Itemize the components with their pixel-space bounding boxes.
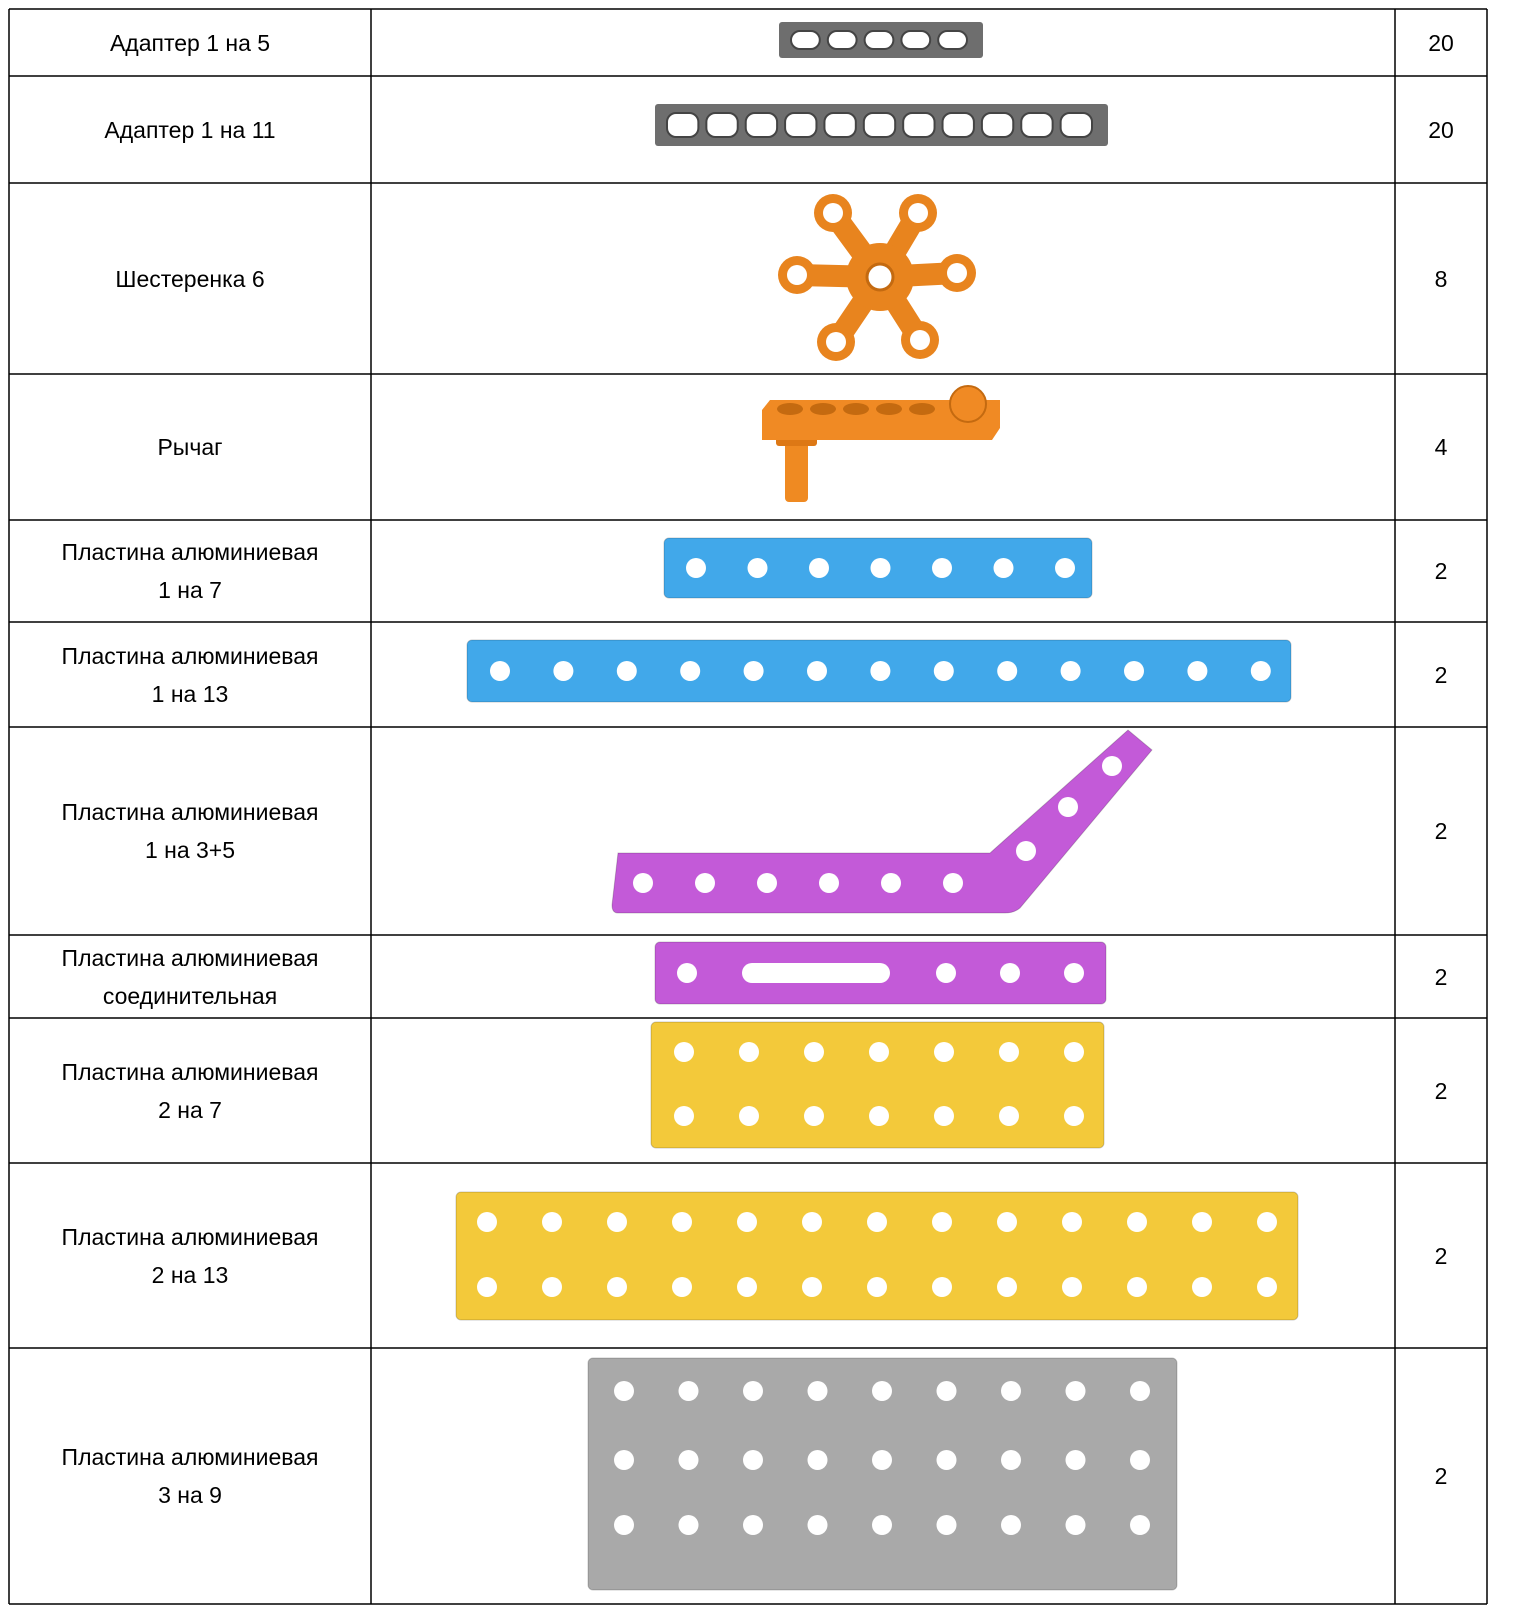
- quantity: 20: [1428, 29, 1454, 56]
- name-line: 1 на 3+5: [144, 837, 236, 863]
- name-line: Рычаг: [157, 434, 223, 460]
- part-name: Рычаг: [9, 374, 371, 520]
- name-line: Адаптер 1 на 5: [109, 29, 271, 56]
- quantity: 20: [1428, 116, 1454, 143]
- quantity: 2: [1434, 558, 1448, 584]
- part-name: Пластина алюминиевая 3 на 9: [9, 1348, 371, 1604]
- part-name: Пластина алюминиевая 2 на 13: [9, 1163, 371, 1348]
- part-name: Пластина алюминиевая 1 на 7: [9, 520, 371, 622]
- name-line: Пластина алюминиевая: [61, 1223, 319, 1250]
- quantity: 2: [1434, 661, 1448, 688]
- name-line: 3 на 9: [158, 1482, 222, 1508]
- name-line: 1 на 7: [158, 577, 222, 603]
- quantity: 2: [1434, 818, 1448, 844]
- name-line: 1 на 13: [151, 680, 229, 707]
- name-line: Пластина алюминиевая: [61, 1058, 319, 1085]
- name-line: Пластина алюминиевая: [61, 1444, 319, 1470]
- quantity: 2: [1434, 1077, 1448, 1104]
- name-line: Пластина алюминиевая: [61, 944, 319, 971]
- quantity: 4: [1434, 434, 1448, 460]
- name-line: соединительная: [102, 982, 278, 1009]
- part-name: Адаптер 1 на 5: [9, 9, 371, 76]
- quantity: 2: [1434, 1242, 1448, 1269]
- part-name: Шестеренка 6: [9, 183, 371, 374]
- quantity: 2: [1434, 1463, 1448, 1489]
- quantity: 8: [1434, 265, 1448, 292]
- name-line: 2 на 7: [158, 1096, 222, 1123]
- name-line: Пластина алюминиевая: [61, 642, 319, 669]
- part-name: Пластина алюминиевая 1 на 13: [9, 622, 371, 727]
- quantity: 2: [1434, 963, 1448, 990]
- name-line: 2 на 13: [151, 1261, 229, 1288]
- part-name: Пластина алюминиевая соединительная: [9, 935, 371, 1018]
- name-line: Шестеренка 6: [115, 265, 265, 292]
- name-line: Пластина алюминиевая: [61, 539, 319, 565]
- name-line: Адаптер 1 на 11: [104, 116, 276, 143]
- part-name: Пластина алюминиевая 1 на 3+5: [9, 727, 371, 935]
- part-name: Адаптер 1 на 11: [9, 76, 371, 183]
- part-name: Пластина алюминиевая 2 на 7: [9, 1018, 371, 1163]
- name-line: Пластина алюминиевая: [61, 799, 319, 825]
